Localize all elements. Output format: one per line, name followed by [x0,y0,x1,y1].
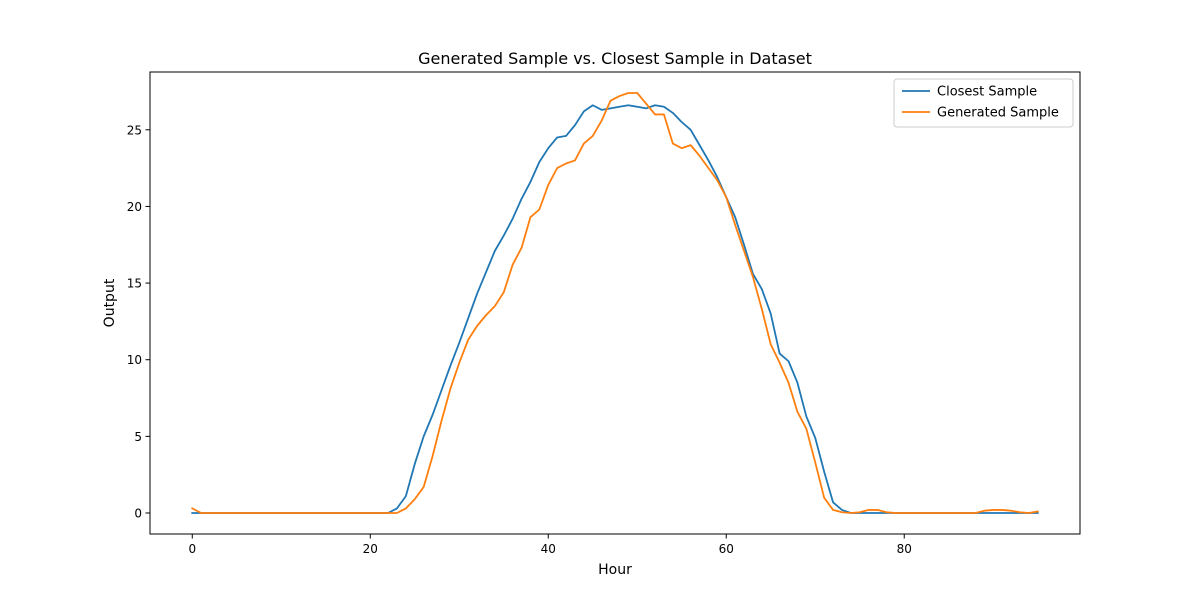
x-tick-label: 40 [541,542,556,556]
series-line-1 [191,104,1039,514]
series-line-2 [191,92,1039,514]
legend: Closest Sample Generated Sample [893,78,1074,128]
y-tick-label: 5 [134,430,142,444]
x-tick-label: 60 [719,542,734,556]
y-axis-ticks: 0 5 10 15 20 25 [127,123,150,521]
y-tick-label: 20 [127,200,142,214]
legend-label-1: Closest Sample [937,85,1037,100]
legend-box [893,78,1074,128]
x-tick-label: 80 [897,542,912,556]
x-tick-label: 20 [363,542,378,556]
y-tick-label: 0 [134,507,142,521]
x-axis-ticks: 0 20 40 60 80 [188,534,912,556]
legend-label-2: Generated Sample [937,106,1059,121]
y-tick-label: 25 [127,123,142,137]
x-axis-label: Hour [598,562,632,578]
axes-frame [149,71,1081,535]
x-tick-label: 0 [188,542,196,556]
chart-title: Generated Sample vs. Closest Sample in D… [418,49,812,68]
y-tick-label: 15 [127,277,142,291]
plot-area [191,92,1039,514]
y-axis-label: Output [102,278,118,327]
y-tick-label: 10 [127,353,142,367]
